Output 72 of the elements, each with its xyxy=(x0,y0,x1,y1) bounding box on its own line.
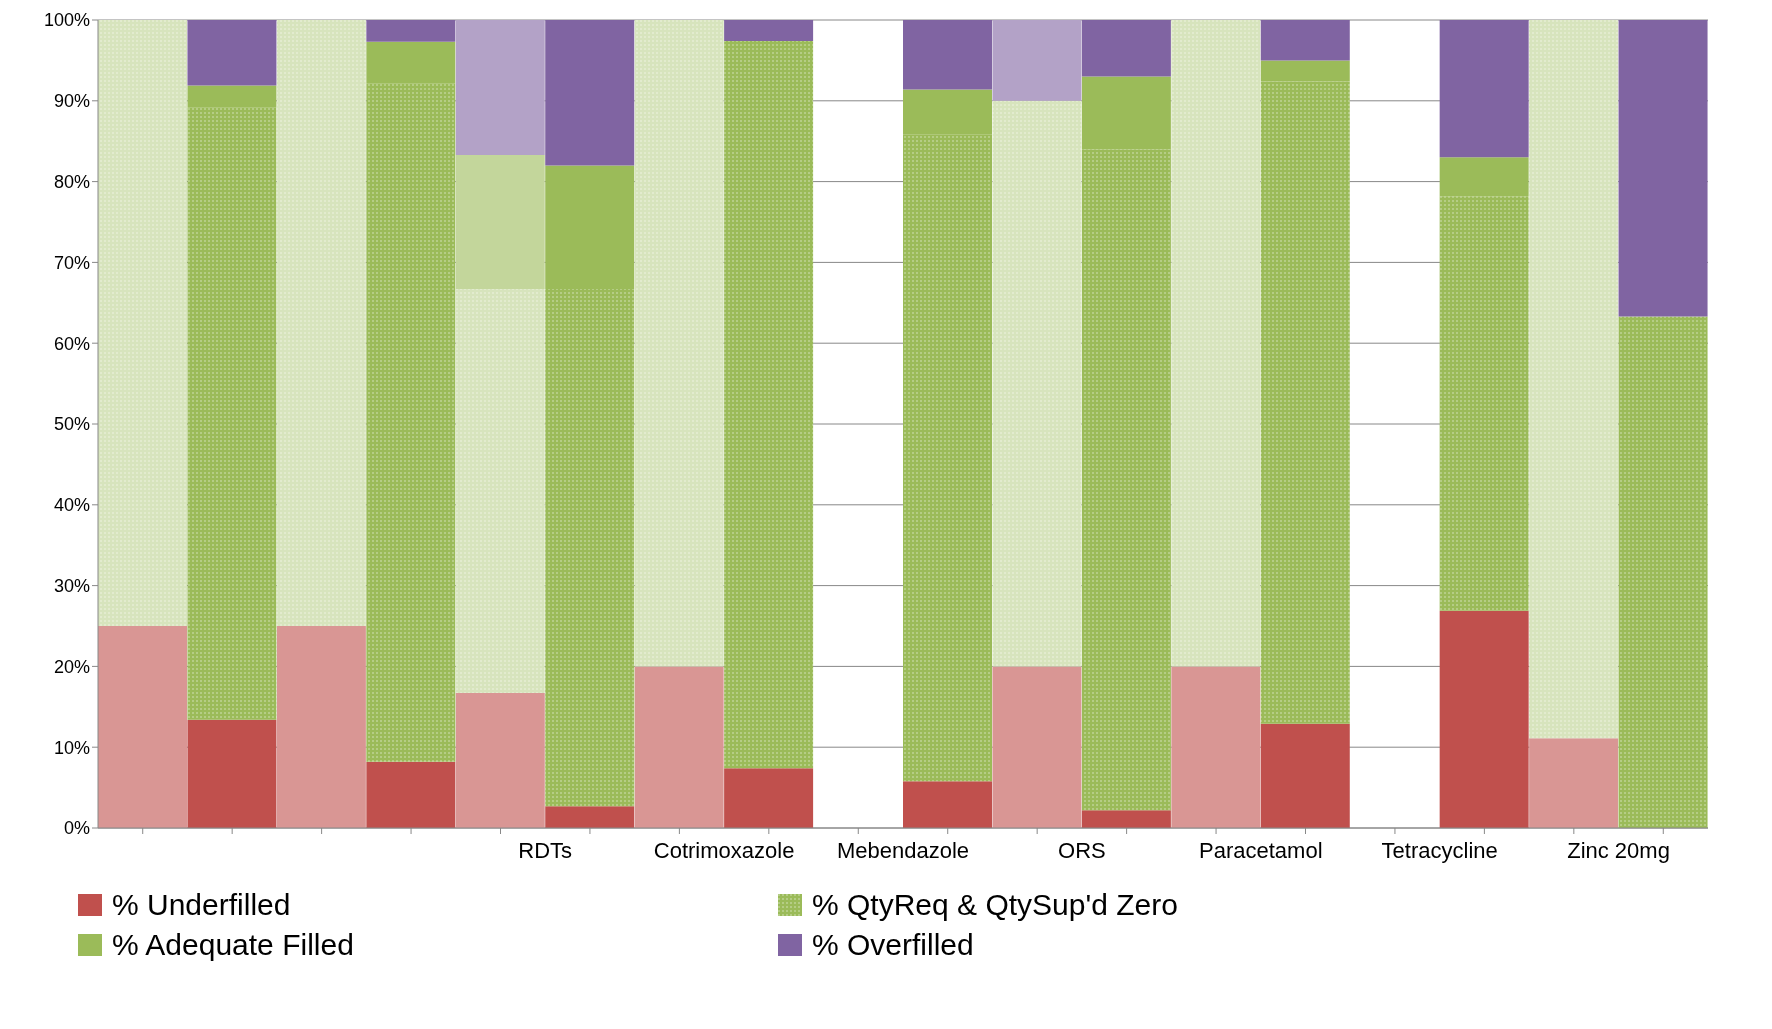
bar xyxy=(545,806,635,828)
y-tick-label: 60% xyxy=(53,333,90,354)
y-tick-label: 80% xyxy=(53,171,90,192)
y-tick-label: 10% xyxy=(53,737,90,758)
x-tick-label: Mebendazole xyxy=(836,838,970,863)
bar xyxy=(634,20,724,667)
bar xyxy=(1260,81,1350,724)
bar xyxy=(1618,20,1708,317)
bar xyxy=(545,289,635,807)
y-tick-label: 30% xyxy=(53,575,90,596)
bar xyxy=(187,85,277,108)
bar xyxy=(903,20,992,90)
bar xyxy=(1171,20,1261,667)
bar xyxy=(545,20,635,166)
bar xyxy=(366,761,456,828)
bar xyxy=(455,20,545,155)
bar xyxy=(1529,20,1619,739)
bar xyxy=(366,20,456,42)
y-tick-label: 0% xyxy=(63,818,90,839)
bar xyxy=(1260,20,1350,61)
x-tick-label: ORS xyxy=(1058,838,1106,863)
x-tick-label: Paracetamol xyxy=(1199,838,1323,863)
bar xyxy=(187,20,277,86)
bar xyxy=(98,20,187,626)
bar xyxy=(724,768,814,828)
legend-label: % QtyReq & QtySup'd Zero xyxy=(812,888,1178,922)
bar xyxy=(455,289,545,694)
x-tick-label: Cotrimoxazole xyxy=(653,838,795,863)
x-tick-label: Tetracycline xyxy=(1381,838,1498,863)
legend-label: % Underfilled xyxy=(112,888,291,922)
bar xyxy=(276,20,366,626)
x-tick-label: RDTs xyxy=(518,838,573,863)
bar xyxy=(724,20,814,42)
bar xyxy=(455,693,545,828)
bar xyxy=(903,89,992,135)
bar xyxy=(992,666,1082,828)
bar xyxy=(1439,610,1529,828)
bar xyxy=(1439,157,1529,197)
y-tick-label: 70% xyxy=(53,252,90,273)
y-tick-label: 90% xyxy=(53,91,90,112)
bar xyxy=(1260,723,1350,828)
bar xyxy=(903,781,992,828)
bar xyxy=(1529,738,1619,828)
bar xyxy=(187,107,277,720)
bar xyxy=(634,666,724,828)
bar xyxy=(276,626,366,828)
bar xyxy=(98,626,187,828)
bar xyxy=(1618,316,1708,828)
bar xyxy=(545,165,635,290)
bar xyxy=(903,134,992,782)
bar xyxy=(1439,196,1529,611)
y-tick-label: 100% xyxy=(43,10,90,31)
bar xyxy=(992,100,1082,667)
bar xyxy=(1081,810,1171,828)
y-tick-label: 20% xyxy=(53,656,90,677)
y-tick-label: 50% xyxy=(53,414,90,435)
bar xyxy=(366,41,456,84)
bar xyxy=(1260,60,1350,82)
y-tick-label: 40% xyxy=(53,495,90,516)
bar xyxy=(992,20,1082,101)
bar xyxy=(455,154,545,290)
bar xyxy=(724,41,814,769)
legend-label: % Adequate Filled xyxy=(112,928,354,962)
bar xyxy=(1081,76,1171,150)
x-tick-label: Zinc 20mg xyxy=(1567,838,1670,863)
legend-label: % Overfilled xyxy=(812,928,974,962)
bar xyxy=(187,719,277,828)
bar xyxy=(1081,149,1171,811)
bar xyxy=(1439,20,1529,158)
bar xyxy=(1081,20,1171,77)
bar xyxy=(366,83,456,762)
bar xyxy=(1171,666,1261,828)
